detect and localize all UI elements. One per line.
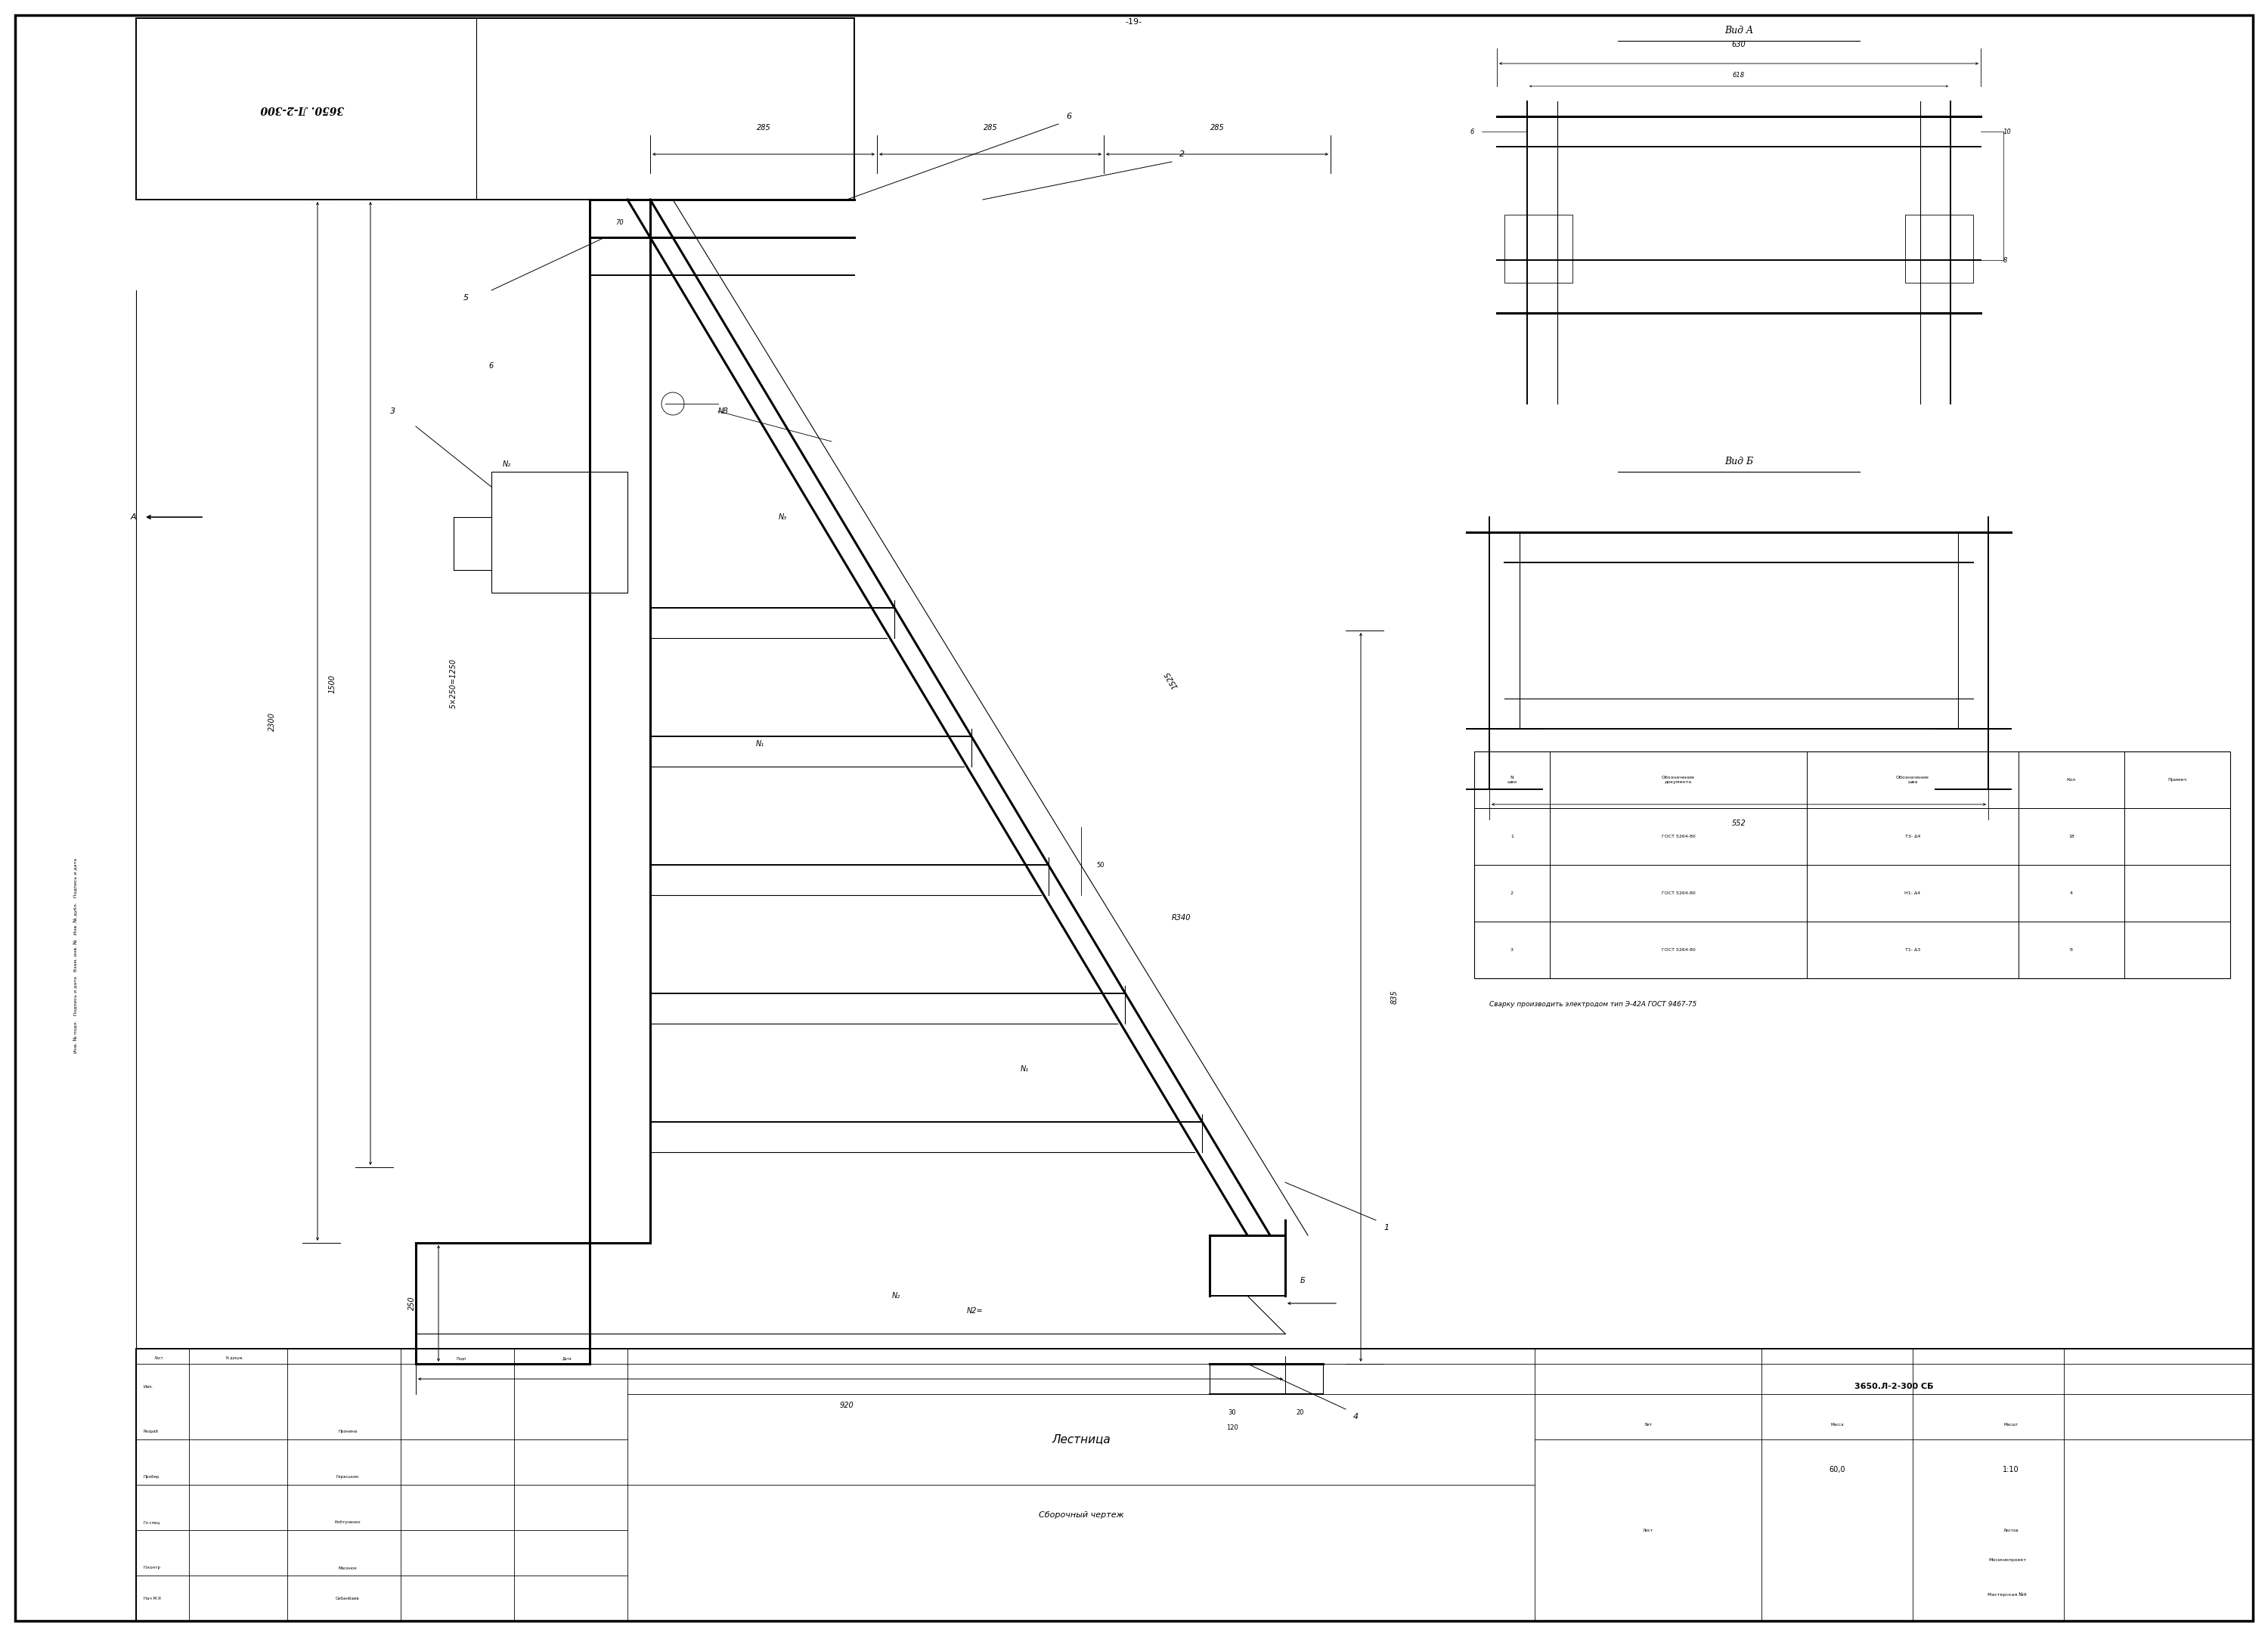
Text: 1: 1 (1510, 834, 1513, 838)
Text: 18: 18 (2068, 834, 2075, 838)
Text: Т1- Δ3: Т1- Δ3 (1905, 947, 1921, 952)
Text: Масшт: Масшт (2003, 1422, 2019, 1427)
Text: 8: 8 (2003, 257, 2007, 263)
Text: 1: 1 (1383, 1224, 1388, 1232)
Text: 4: 4 (1354, 1414, 1359, 1420)
Text: N₁: N₁ (1021, 1065, 1030, 1073)
Text: 5: 5 (463, 294, 469, 301)
Text: Пробер: Пробер (143, 1476, 159, 1479)
Text: ГОСТ 5264-80: ГОСТ 5264-80 (1662, 892, 1694, 895)
Text: 20: 20 (1297, 1409, 1304, 1417)
Text: 60,0: 60,0 (1828, 1466, 1846, 1474)
Text: Вид A: Вид A (1724, 26, 1753, 36)
Text: N₂: N₂ (891, 1292, 900, 1299)
Text: Мастерская №9: Мастерская №9 (1987, 1592, 2028, 1597)
Text: Инв. № подл.   Подпись и дата   Взам. инв. №   Инв. № дубл.   Подпись и дата: Инв. № подл. Подпись и дата Взам. инв. №… (73, 857, 77, 1054)
Text: 835: 835 (1390, 990, 1399, 1005)
Text: 50: 50 (1095, 862, 1105, 869)
Text: Лит: Лит (1644, 1422, 1651, 1427)
Text: 6: 6 (1066, 113, 1070, 119)
Text: Пронина: Пронина (338, 1430, 358, 1433)
Text: 8: 8 (2071, 947, 2073, 952)
Text: -19-: -19- (1125, 18, 1143, 26)
Text: Н1- Δ4: Н1- Δ4 (1905, 892, 1921, 895)
Text: 285: 285 (984, 124, 998, 131)
Text: Дата: Дата (562, 1356, 572, 1360)
Text: R340: R340 (1173, 915, 1191, 921)
Text: Сварку производить электродом тип Э-42А ГОСТ 9467-75: Сварку производить электродом тип Э-42А … (1490, 1001, 1696, 1008)
Text: 250: 250 (408, 1296, 415, 1310)
Text: A: A (129, 514, 136, 520)
Text: 630: 630 (1733, 41, 1746, 49)
Text: 1525: 1525 (1163, 669, 1179, 690)
Text: Подп: Подп (456, 1356, 467, 1360)
Text: 70: 70 (617, 219, 624, 226)
Bar (1474, 751, 2229, 978)
Text: Масенок: Масенок (338, 1566, 356, 1571)
Text: Обозначение
документа: Обозначение документа (1662, 775, 1694, 784)
Text: N докум.: N докум. (227, 1356, 243, 1360)
Text: 120: 120 (1227, 1425, 1238, 1432)
Text: 2: 2 (1179, 151, 1184, 159)
Text: Б: Б (1300, 1276, 1306, 1284)
Text: 4: 4 (2071, 892, 2073, 895)
Text: 3650. Л-2-300: 3650. Л-2-300 (261, 103, 345, 115)
Text: 10: 10 (2003, 128, 2012, 134)
Text: N₂: N₂ (501, 460, 510, 468)
Text: Изм.: Изм. (143, 1384, 154, 1389)
Text: Кобтуненко: Кобтуненко (336, 1521, 361, 1525)
Text: NB: NB (719, 407, 728, 416)
Text: Нач М.Я: Нач М.Я (143, 1597, 161, 1600)
Text: ГОСТ 5264-80: ГОСТ 5264-80 (1662, 834, 1694, 838)
Bar (136, 18, 855, 200)
Text: Лист: Лист (1642, 1528, 1653, 1531)
Bar (136, 1348, 2252, 1621)
Text: N
шво: N шво (1506, 775, 1517, 784)
Text: Сибанбаев: Сибанбаев (336, 1597, 361, 1600)
Text: 285: 285 (758, 124, 771, 131)
Text: 285: 285 (1211, 124, 1225, 131)
Text: ГОСТ 5264-80: ГОСТ 5264-80 (1662, 947, 1694, 952)
Text: Кол: Кол (2066, 779, 2075, 782)
Text: Т3- Δ4: Т3- Δ4 (1905, 834, 1921, 838)
Text: 30: 30 (1229, 1409, 1236, 1417)
Text: Гераськин: Гераськин (336, 1476, 358, 1479)
Text: Масса: Масса (1830, 1422, 1844, 1427)
Bar (1905, 214, 1973, 283)
Text: Н.контр: Н.контр (143, 1566, 161, 1571)
Text: 2300: 2300 (268, 712, 277, 731)
Text: Мосинжпроект: Мосинжпроект (1989, 1559, 2025, 1562)
Text: Лестница: Лестница (1052, 1433, 1111, 1445)
Text: 2: 2 (1510, 892, 1513, 895)
Text: Лист: Лист (154, 1356, 163, 1360)
Text: 5×250=1250: 5×250=1250 (449, 658, 458, 708)
Text: Листов: Листов (2003, 1528, 2019, 1531)
Text: 552: 552 (1733, 820, 1746, 828)
Text: 3: 3 (390, 407, 397, 416)
Text: 6: 6 (490, 362, 494, 370)
Bar (492, 471, 628, 592)
Text: 1:10: 1:10 (2003, 1466, 2019, 1474)
Text: Разраб: Разраб (143, 1430, 159, 1433)
Text: 6: 6 (1470, 128, 1474, 134)
Text: Обозначение
шва: Обозначение шва (1896, 775, 1930, 784)
Bar (1504, 214, 1572, 283)
Text: N₁: N₁ (755, 739, 764, 748)
Text: N2=: N2= (966, 1307, 982, 1315)
Text: N₃: N₃ (778, 514, 787, 520)
Text: Гл.спец: Гл.спец (143, 1521, 161, 1525)
Text: 3650.Л-2-300 СБ: 3650.Л-2-300 СБ (1855, 1382, 1932, 1391)
Text: Сборочный чертеж: Сборочный чертеж (1039, 1512, 1123, 1518)
Text: 920: 920 (839, 1402, 853, 1409)
Text: Вид Б: Вид Б (1724, 456, 1753, 466)
Text: Примеч: Примеч (2168, 779, 2186, 782)
Text: 618: 618 (1733, 72, 1744, 79)
Text: 1500: 1500 (329, 674, 336, 694)
Text: 3: 3 (1510, 947, 1513, 952)
